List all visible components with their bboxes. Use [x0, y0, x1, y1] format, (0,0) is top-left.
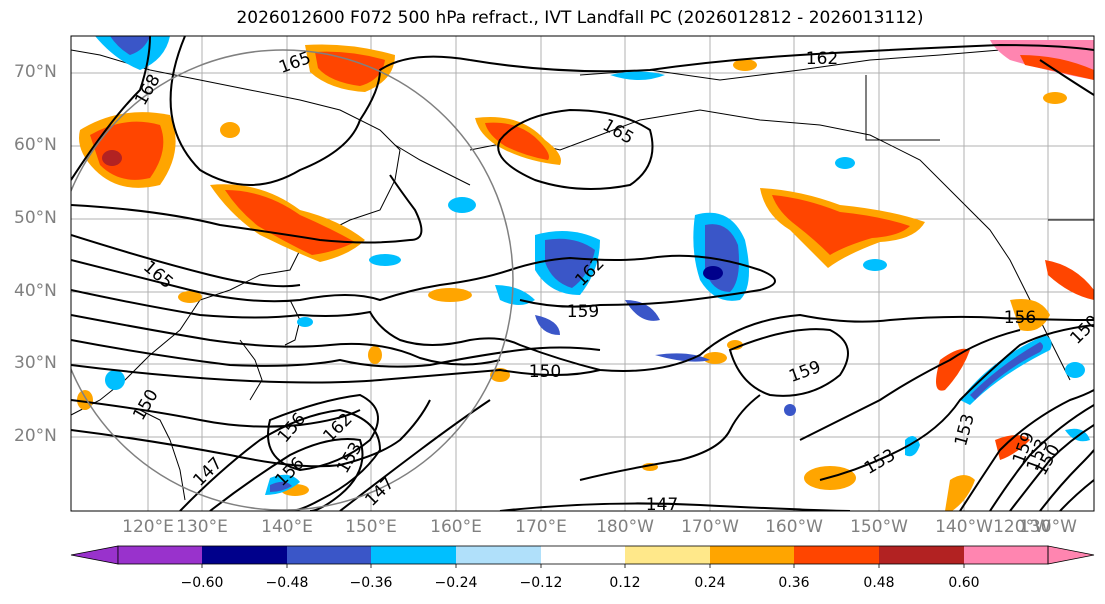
contour-label: 162 — [806, 49, 838, 69]
colorbar-tick--0.12: −0.12 — [519, 575, 563, 591]
shading-negative — [95, 36, 1090, 495]
colorbar-swatch — [202, 546, 287, 564]
lon-label-170e: 170°E — [515, 517, 567, 537]
colorbar-swatch — [118, 546, 202, 564]
colorbar-tick--0.60: −0.60 — [180, 575, 224, 591]
lon-label-170w: 170°W — [681, 517, 739, 537]
colorbar-swatch — [371, 546, 456, 564]
colorbar-extend-low — [70, 545, 119, 565]
lon-label-160e: 160°E — [430, 517, 482, 537]
lon-label-120w: 120°W — [993, 517, 1051, 537]
lon-label-150w: 150°W — [850, 517, 908, 537]
landfall-circle — [71, 49, 514, 511]
colorbar-swatch — [710, 546, 794, 564]
height-contours — [71, 36, 1094, 511]
colorbar-tick-0.24: 0.24 — [694, 575, 726, 591]
lat-label-30: 30°N — [14, 353, 57, 373]
colorbar-swatch — [541, 546, 625, 564]
chart-title: 2026012600 F072 500 hPa refract., IVT La… — [236, 8, 924, 28]
lon-label-140e: 140°E — [261, 517, 313, 537]
lon-label-130w: 130°W — [1019, 517, 1077, 537]
lat-label-70: 70°N — [14, 62, 57, 82]
lon-label-160w: 160°W — [765, 517, 823, 537]
gridlines — [71, 36, 1094, 511]
coastlines — [71, 49, 1094, 501]
lat-label-50: 50°N — [14, 208, 57, 228]
lat-label-20: 20°N — [14, 426, 57, 446]
lat-label-40: 40°N — [14, 281, 57, 301]
colorbar-swatch — [879, 546, 964, 564]
colorbar-swatch — [794, 546, 879, 564]
colorbar-tick--0.36: −0.36 — [349, 575, 393, 591]
contour-label: 159 — [567, 302, 599, 322]
shading-positive — [77, 40, 1094, 511]
colorbar-tick-0.12: 0.12 — [609, 575, 641, 591]
map-border — [70, 35, 1095, 512]
lon-label-130e: 130°E — [176, 517, 228, 537]
contour-label: 156 — [1004, 308, 1036, 328]
colorbar-tick-0.48: 0.48 — [863, 575, 895, 591]
colorbar-tick-0.36: 0.36 — [778, 575, 810, 591]
colorbar-tick--0.48: −0.48 — [265, 575, 309, 591]
colorbar-swatch — [964, 546, 1048, 564]
colorbar-swatch — [625, 546, 710, 564]
lon-label-140w: 140°W — [935, 517, 993, 537]
colorbar — [70, 545, 1095, 568]
colorbar-extend-high — [1047, 545, 1095, 565]
contour-label: 150 — [529, 362, 561, 382]
colorbar-tick--0.24: −0.24 — [434, 575, 478, 591]
lat-label-60: 60°N — [14, 135, 57, 155]
colorbar-swatch — [287, 546, 371, 564]
lon-label-180w: 180°W — [596, 517, 654, 537]
colorbar-swatch — [456, 546, 541, 564]
lon-label-150e: 150°E — [345, 517, 397, 537]
lon-label-120e: 120°E — [122, 517, 174, 537]
contour-label: 147 — [646, 495, 678, 515]
colorbar-tick-0.60: 0.60 — [948, 575, 980, 591]
colorbar-outline — [117, 545, 1049, 565]
